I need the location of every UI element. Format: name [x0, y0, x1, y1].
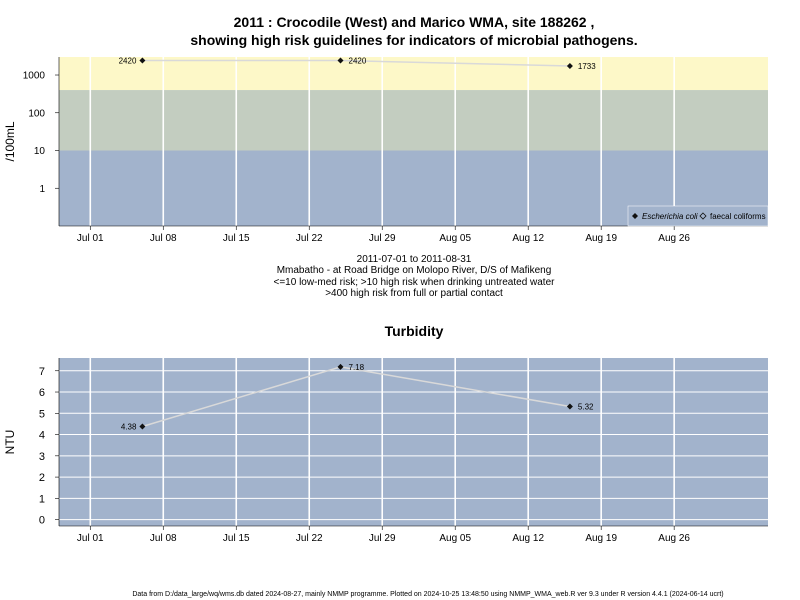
x-tick-label: Jul 15 [223, 233, 250, 244]
x-tick-label: Jul 08 [150, 233, 177, 244]
y-tick-label: 10 [34, 146, 46, 157]
caption-line-4: >400 high risk from full or partial cont… [325, 288, 503, 299]
x-tick-label: Jul 29 [369, 233, 396, 244]
chart-title-line-1: 2011 : Crocodile (West) and Marico WMA, … [234, 14, 595, 30]
x-tick-label: Aug 05 [439, 233, 471, 244]
turbidity-data-label: 4.38 [121, 422, 137, 431]
turbidity-data-label: 7.18 [349, 363, 365, 372]
x-tick-label: Aug 12 [512, 533, 544, 544]
x-tick-label: Jul 08 [150, 533, 177, 544]
y-axis-label: NTU [3, 430, 17, 455]
legend-ecoli-marker [632, 213, 638, 219]
legend-faecal-label: faecal coliforms [710, 212, 766, 221]
caption-line-2: Mmabatho - at Road Bridge on Molopo Rive… [277, 265, 552, 276]
ecoli-data-label: 2420 [349, 57, 367, 66]
turbidity-panel: 0 1 2 3 4 5 6 7 Jul 01 Jul 08 Jul 15 Jul 22 Jul 29 Au… [3, 358, 768, 544]
x-tick-label: Jul 01 [77, 233, 104, 244]
microbial-panel: 1 10 100 1000 Jul 01 Jul 08 Jul 15 Jul 22 Jul 29… [3, 57, 769, 244]
x-tick-label: Jul 22 [296, 233, 323, 244]
y-axis-label: /100mL [3, 121, 17, 161]
y-tick-label: 5 [39, 408, 45, 420]
x-tick-label: Aug 26 [658, 533, 690, 544]
y-tick-label: 100 [28, 108, 45, 119]
caption-line-1: 2011-07-01 to 2011-08-31 [357, 254, 472, 265]
chart-title-line-2: showing high risk guidelines for indicat… [190, 32, 637, 48]
y-tick-label: 0 [39, 515, 45, 527]
ecoli-data-label: 2420 [119, 57, 137, 66]
x-tick-label: Aug 05 [439, 533, 471, 544]
ecoli-point [139, 57, 146, 64]
x-tick-label: Aug 19 [585, 233, 617, 244]
ecoli-point [566, 62, 573, 69]
y-tick-label: 2 [39, 472, 45, 484]
legend-faecal-marker [699, 212, 707, 220]
turbidity-point [337, 363, 344, 370]
x-tick-label: Jul 15 [223, 533, 250, 544]
turbidity-data-label: 5.32 [578, 402, 594, 411]
plot-background [59, 358, 768, 526]
y-tick-label: 1 [39, 493, 45, 505]
turbidity-point [566, 403, 573, 410]
risk-band [59, 90, 768, 151]
ecoli-data-label: 1733 [578, 62, 596, 71]
x-tick-label: Jul 29 [369, 533, 396, 544]
footer-note: Data from D:/data_large/wq/wms.db dated … [132, 591, 723, 598]
turbidity-point [139, 423, 146, 430]
y-tick-label: 1 [39, 184, 45, 195]
x-tick-label: Jul 22 [296, 533, 323, 544]
x-tick-label: Aug 12 [512, 233, 544, 244]
legend-ecoli-label: Escherichia coli [642, 212, 698, 221]
y-tick-label: 4 [39, 430, 45, 442]
x-tick-label: Jul 01 [77, 533, 104, 544]
y-tick-label: 6 [39, 387, 45, 399]
turbidity-title: Turbidity [385, 323, 444, 339]
x-tick-label: Aug 19 [585, 533, 617, 544]
y-tick-label: 7 [39, 366, 45, 378]
x-tick-label: Aug 26 [658, 233, 690, 244]
legend-box [627, 205, 769, 227]
y-tick-label: 1000 [23, 71, 46, 82]
caption-line-3: <=10 low-med risk; >10 high risk when dr… [274, 277, 556, 288]
y-tick-label: 3 [39, 451, 45, 463]
ecoli-point [337, 57, 344, 64]
